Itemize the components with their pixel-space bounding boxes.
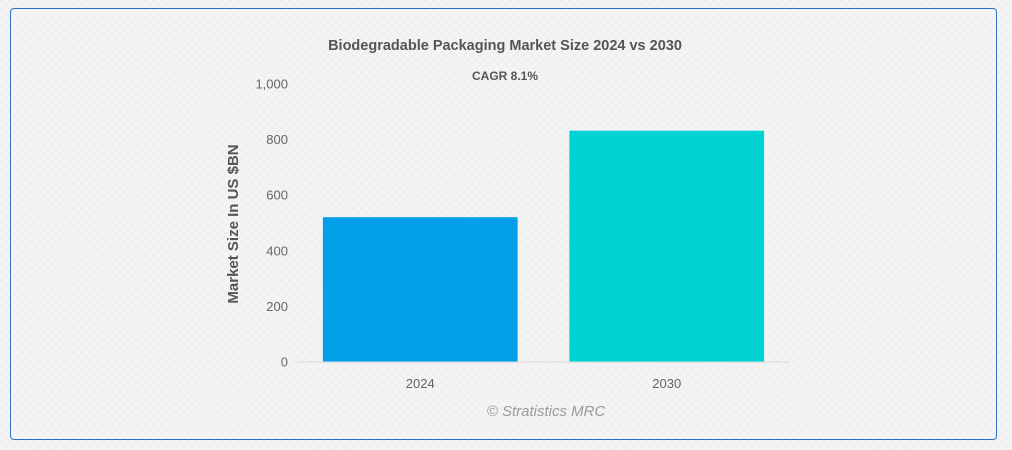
chart-subtitle: CAGR 8.1% <box>472 69 538 83</box>
x-tick-label: 2024 <box>406 376 435 391</box>
y-axis-title: Market Size In US $BN <box>225 144 242 303</box>
y-tick-label: 1,000 <box>255 77 288 92</box>
x-tick-label: 2030 <box>652 376 681 391</box>
y-tick-label: 600 <box>266 188 288 203</box>
x-axis: 2024 2030 <box>406 376 681 391</box>
bar-2030[interactable] <box>569 130 765 362</box>
bar-2024[interactable] <box>322 217 518 362</box>
y-tick-label: 200 <box>266 299 288 314</box>
y-tick-label: 0 <box>281 355 288 370</box>
chart-title: Biodegradable Packaging Market Size 2024… <box>328 38 682 54</box>
bars <box>322 130 765 362</box>
y-tick-label: 400 <box>266 243 288 258</box>
y-tick-label: 800 <box>266 132 288 147</box>
chart-card <box>10 8 997 440</box>
credit-watermark: © Stratistics MRC <box>487 403 606 420</box>
y-axis: 0 200 400 600 800 1,000 <box>255 77 288 370</box>
